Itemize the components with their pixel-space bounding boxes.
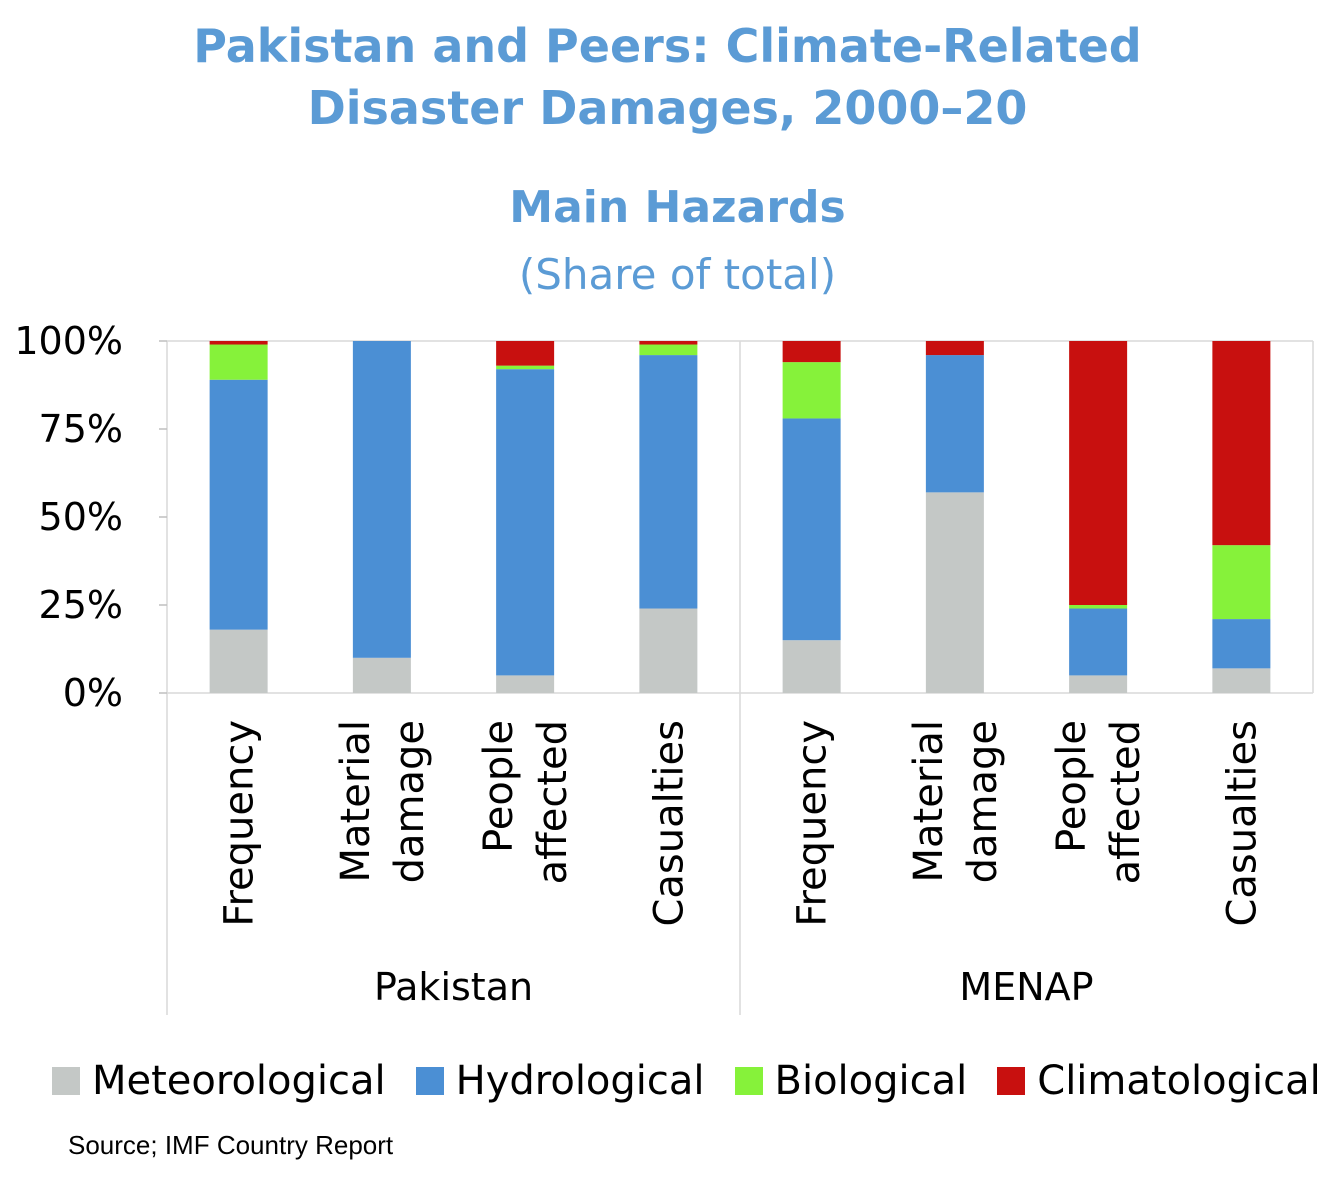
- chart-unit: (Share of total): [518, 250, 837, 299]
- bar-segment-meteorological: [925, 492, 984, 693]
- stacked-bar-chart: 0%25%50%75%100%Frequency Material damage Pe…: [14, 319, 1314, 1015]
- bar-segment-hydrological: [639, 355, 698, 609]
- y-tick-label: 0%: [63, 671, 123, 715]
- legend-item: Hydrological: [415, 1058, 705, 1104]
- x-category-label: Casualties: [1219, 720, 1265, 927]
- x-category-label: damage: [387, 720, 433, 883]
- bar-segment-climatological: [639, 341, 698, 345]
- chart-title-line2: Disaster Damages, 2000–20: [307, 81, 1028, 135]
- bar-segment-meteorological: [352, 657, 411, 693]
- legend-swatch: [415, 1067, 444, 1095]
- x-category-label: Frequency: [217, 720, 263, 927]
- bar-segment-biological: [782, 362, 841, 419]
- bar-segment-meteorological: [209, 629, 268, 693]
- x-category-label: People: [1049, 720, 1095, 853]
- x-category-label: Material: [333, 720, 379, 883]
- bar-segment-hydrological: [782, 418, 841, 641]
- legend-swatch: [997, 1067, 1026, 1095]
- chart-legend: Meteorological Hydrological Biological Clim…: [52, 1058, 1335, 1104]
- bar-segment-climatological: [1212, 341, 1271, 546]
- bar-segment-hydrological: [496, 369, 555, 676]
- x-category-label: Frequency: [790, 720, 836, 927]
- bar-segment-biological: [639, 344, 698, 356]
- bar-segment-climatological: [1069, 341, 1128, 605]
- bar-segment-biological: [1069, 605, 1128, 609]
- x-group-label: Pakistan: [374, 965, 533, 1009]
- x-category-label: damage: [960, 720, 1006, 883]
- bar-segment-hydrological: [209, 379, 268, 630]
- source-note: Source; IMF Country Report: [68, 1130, 394, 1160]
- bar-segment-meteorological: [1212, 668, 1271, 693]
- bar-segment-meteorological: [496, 675, 555, 693]
- y-tick-label: 100%: [14, 319, 123, 363]
- legend-swatch: [734, 1067, 763, 1095]
- legend-label: Biological: [774, 1058, 968, 1104]
- x-category-label: Material: [906, 720, 952, 883]
- bar-segment-climatological: [496, 341, 555, 366]
- legend-item: Climatological: [997, 1058, 1321, 1104]
- bar-segment-hydrological: [1212, 619, 1271, 669]
- legend-item: Meteorological: [52, 1058, 386, 1104]
- bar-segment-hydrological: [1069, 608, 1128, 676]
- bar-segment-climatological: [782, 341, 841, 363]
- bar-segment-biological: [496, 365, 555, 370]
- bar-segment-hydrological: [925, 355, 984, 493]
- bar-segment-hydrological: [352, 341, 411, 658]
- bar-segment-meteorological: [782, 640, 841, 693]
- y-tick-label: 75%: [39, 407, 123, 451]
- chart-subtitle: Main Hazards: [509, 182, 846, 233]
- bar-segment-biological: [1212, 545, 1271, 620]
- bar-segment-meteorological: [639, 608, 698, 693]
- bar-segment-climatological: [209, 341, 268, 345]
- x-category-label: affected: [1103, 720, 1149, 884]
- x-category-label: People: [476, 720, 522, 853]
- x-category-label: affected: [530, 720, 576, 884]
- bar-segment-climatological: [925, 341, 984, 356]
- x-category-label: Casualties: [646, 720, 692, 927]
- legend-label: Meteorological: [92, 1058, 386, 1104]
- y-tick-label: 25%: [39, 583, 123, 627]
- legend-label: Climatological: [1037, 1058, 1321, 1104]
- chart-title-line1: Pakistan and Peers: Climate-Related: [193, 19, 1142, 73]
- bar-segment-meteorological: [1069, 675, 1128, 693]
- x-group-label: MENAP: [959, 965, 1093, 1009]
- bar-segment-biological: [209, 344, 268, 380]
- legend-item: Biological: [734, 1058, 968, 1104]
- legend-swatch: [52, 1067, 80, 1095]
- y-tick-label: 50%: [39, 495, 123, 539]
- legend-label: Hydrological: [455, 1058, 705, 1104]
